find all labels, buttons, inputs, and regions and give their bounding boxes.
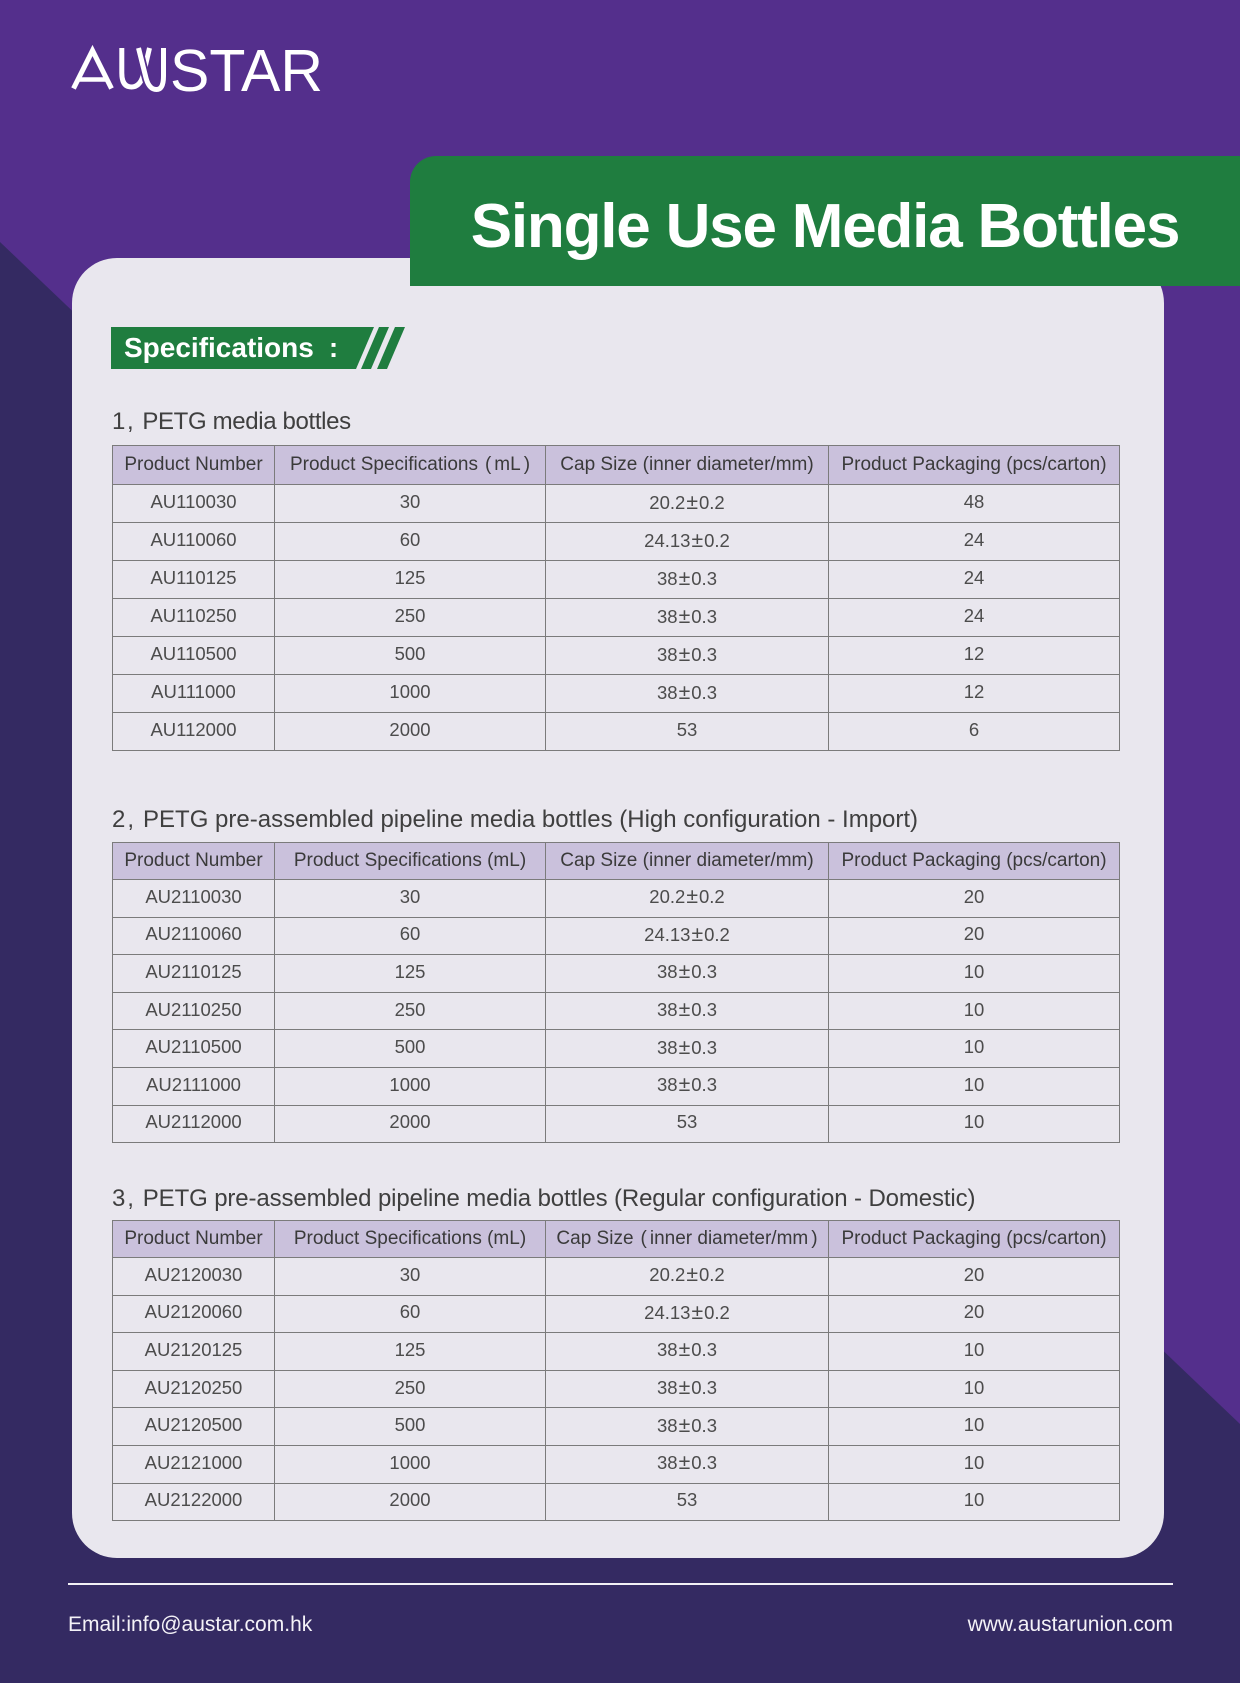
svg-text:STAR: STAR bbox=[170, 40, 323, 100]
